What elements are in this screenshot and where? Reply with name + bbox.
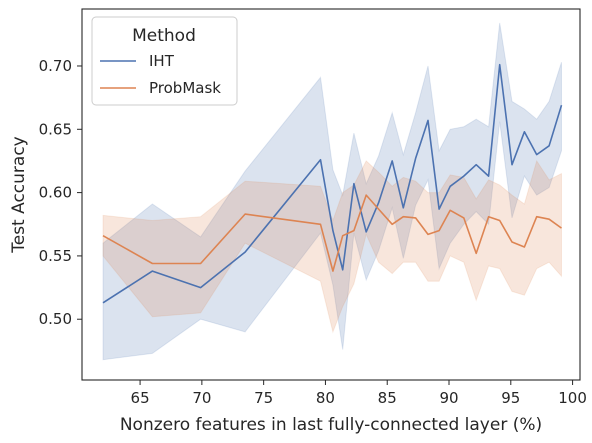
x-tick-label: 70 bbox=[192, 389, 211, 407]
legend-box bbox=[91, 16, 238, 106]
plot-frame bbox=[81, 8, 581, 381]
line-iht bbox=[102, 63, 563, 304]
x-axis-title: Nonzero features in last fully-connected… bbox=[120, 415, 542, 435]
y-tick-label: 0.50 bbox=[39, 310, 72, 328]
y-tick-label: 0.70 bbox=[39, 57, 72, 75]
confidence-bands bbox=[102, 22, 562, 361]
series-lines bbox=[102, 63, 563, 304]
y-tick-label: 0.65 bbox=[39, 120, 72, 138]
y-tick-label: 0.60 bbox=[39, 184, 72, 202]
legend-label-probmask: ProbMask bbox=[149, 79, 221, 97]
x-tick-label: 65 bbox=[131, 389, 150, 407]
y-axis-title: Test Accuracy bbox=[9, 136, 29, 254]
legend-title: Method bbox=[132, 26, 196, 46]
y-tick-label: 0.55 bbox=[39, 247, 72, 265]
x-tick-label: 100 bbox=[558, 389, 587, 407]
legend: Method IHT ProbMask bbox=[91, 16, 238, 106]
x-tick-label: 80 bbox=[316, 389, 335, 407]
y-axis-ticks: 0.50 0.55 0.60 0.65 0.70 bbox=[39, 57, 82, 328]
x-tick-label: 75 bbox=[254, 389, 273, 407]
x-tick-label: 90 bbox=[439, 389, 458, 407]
band-probmask bbox=[102, 159, 562, 334]
legend-label-iht: IHT bbox=[149, 52, 175, 70]
x-axis-ticks: 65 70 75 80 85 90 95 100 bbox=[131, 380, 587, 407]
x-tick-label: 95 bbox=[501, 389, 520, 407]
line-probmask bbox=[102, 194, 562, 272]
x-tick-label: 85 bbox=[378, 389, 397, 407]
band-iht bbox=[102, 22, 562, 361]
